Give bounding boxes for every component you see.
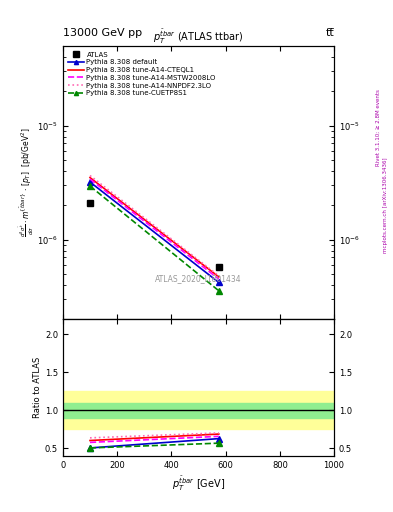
- X-axis label: $p^{\bar{t}bar}_T$ [GeV]: $p^{\bar{t}bar}_T$ [GeV]: [172, 475, 225, 494]
- Line: Pythia 8.308 tune-A14-MSTW2008LO: Pythia 8.308 tune-A14-MSTW2008LO: [90, 179, 219, 279]
- ATLAS: [217, 264, 221, 270]
- Pythia 8.308 tune-A14-NNPDF2.3LO: [88, 173, 92, 179]
- Text: 13000 GeV pp: 13000 GeV pp: [63, 28, 142, 38]
- Pythia 8.308 tune-A14-NNPDF2.3LO: [217, 273, 221, 279]
- Line: ATLAS: ATLAS: [86, 199, 222, 271]
- Line: Pythia 8.308 tune-CUETP8S1: Pythia 8.308 tune-CUETP8S1: [87, 183, 222, 293]
- Legend: ATLAS, Pythia 8.308 default, Pythia 8.308 tune-A14-CTEQL1, Pythia 8.308 tune-A14: ATLAS, Pythia 8.308 default, Pythia 8.30…: [66, 50, 218, 98]
- Pythia 8.308 tune-CUETP8S1: [217, 288, 221, 294]
- Line: Pythia 8.308 tune-A14-CTEQL1: Pythia 8.308 tune-A14-CTEQL1: [90, 178, 219, 277]
- Pythia 8.308 tune-A14-CTEQL1: [217, 274, 221, 280]
- Text: Rivet 3.1.10; ≥ 2.8M events: Rivet 3.1.10; ≥ 2.8M events: [375, 90, 380, 166]
- Line: Pythia 8.308 default: Pythia 8.308 default: [87, 179, 222, 285]
- Line: Pythia 8.308 tune-A14-NNPDF2.3LO: Pythia 8.308 tune-A14-NNPDF2.3LO: [90, 176, 219, 276]
- Text: tt̅: tt̅: [325, 28, 334, 38]
- Text: ATLAS_2020_I1801434: ATLAS_2020_I1801434: [155, 274, 242, 283]
- Pythia 8.308 tune-A14-MSTW2008LO: [88, 176, 92, 182]
- Title: $p_T^{\bar{t}bar}$ (ATLAS ttbar): $p_T^{\bar{t}bar}$ (ATLAS ttbar): [153, 28, 244, 46]
- Pythia 8.308 tune-A14-CTEQL1: [88, 175, 92, 181]
- Y-axis label: Ratio to ATLAS: Ratio to ATLAS: [33, 357, 42, 418]
- Text: mcplots.cern.ch [arXiv:1306.3436]: mcplots.cern.ch [arXiv:1306.3436]: [383, 157, 388, 252]
- Pythia 8.308 default: [217, 280, 221, 286]
- Pythia 8.308 tune-A14-MSTW2008LO: [217, 276, 221, 282]
- Bar: [63, 402, 334, 418]
- Bar: [63, 391, 334, 429]
- ATLAS: [88, 200, 92, 206]
- Y-axis label: $\frac{d^2\sigma^{\bar{t}}}{d\sigma}\cdot m^{\{\bar{t}bar\}}$ $\cdot$ $[p_T]$  [: $\frac{d^2\sigma^{\bar{t}}}{d\sigma}\cdo…: [18, 128, 36, 238]
- Pythia 8.308 default: [88, 179, 92, 185]
- Pythia 8.308 tune-CUETP8S1: [88, 183, 92, 189]
